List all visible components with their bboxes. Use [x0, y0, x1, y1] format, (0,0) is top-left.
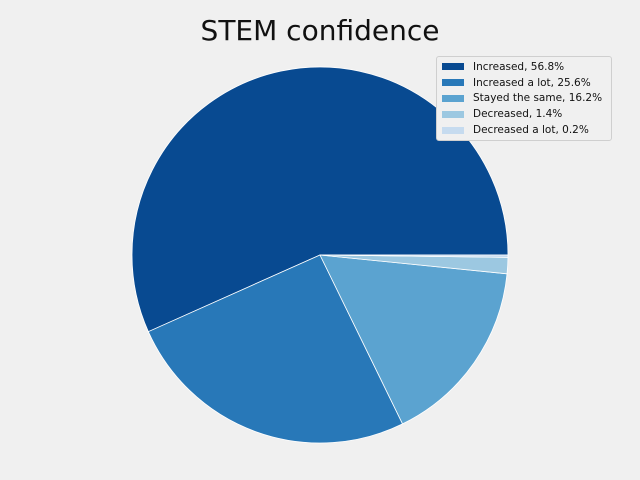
legend-item: Decreased a lot, 0.2% — [442, 122, 607, 138]
legend-swatch — [442, 63, 464, 71]
legend-label: Increased a lot, 25.6% — [473, 76, 591, 89]
legend-item: Increased a lot, 25.6% — [442, 75, 607, 91]
pie-slice — [147, 254, 404, 444]
legend-item: Increased, 56.8% — [442, 59, 607, 75]
pie-slice — [319, 254, 508, 425]
legend-swatch — [442, 110, 464, 118]
legend-swatch — [442, 126, 464, 134]
legend-label: Decreased, 1.4% — [473, 108, 563, 121]
pie-slice — [131, 66, 509, 333]
pie-slice — [319, 254, 509, 258]
legend: Increased, 56.8% Increased a lot, 25.6% St… — [436, 56, 612, 141]
legend-item: Stayed the same, 16.2% — [442, 91, 607, 107]
legend-item: Decreased, 1.4% — [442, 106, 607, 122]
legend-swatch — [442, 94, 464, 102]
legend-label: Stayed the same, 16.2% — [473, 92, 603, 105]
legend-label: Decreased a lot, 0.2% — [473, 124, 589, 137]
chart-title: STEM confidence — [200, 14, 440, 47]
legend-swatch — [442, 79, 464, 87]
legend-label: Increased, 56.8% — [473, 60, 565, 73]
